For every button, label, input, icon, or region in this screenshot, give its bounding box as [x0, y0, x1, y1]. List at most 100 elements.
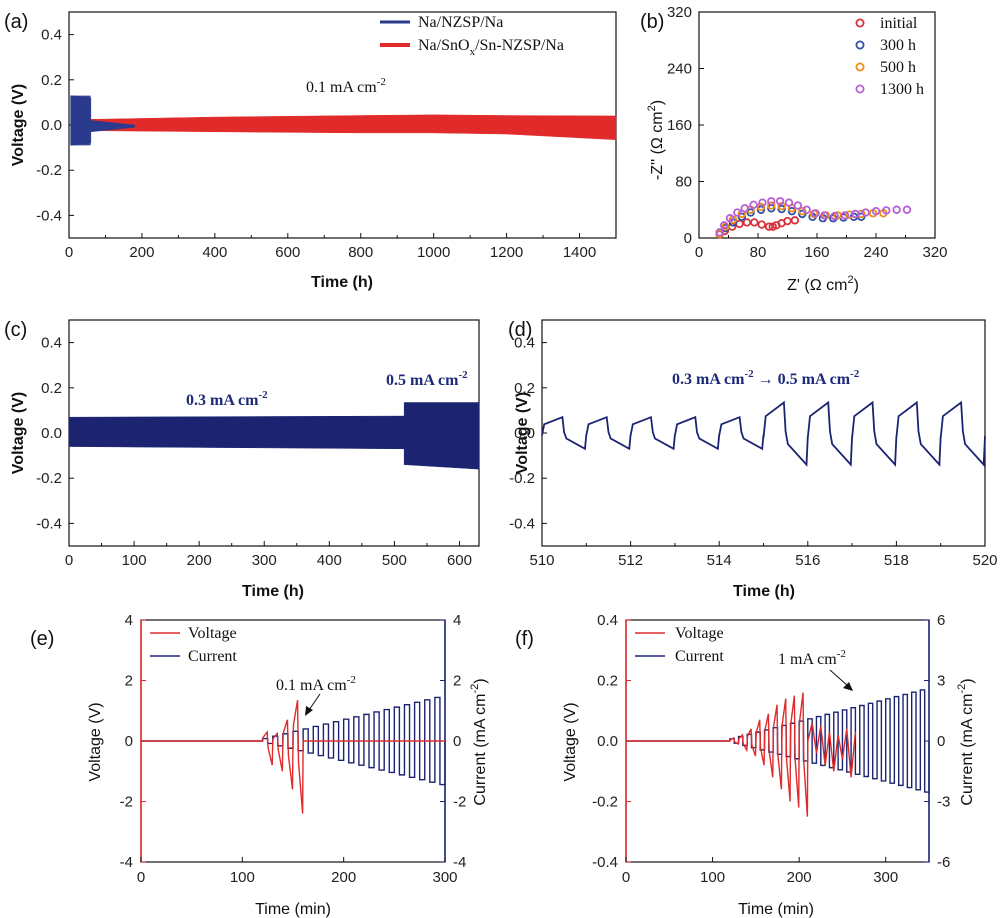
legend-label-na-snox: Na/SnOx/Sn-NZSP/Na: [418, 37, 564, 58]
x-tick-label: 100: [700, 869, 725, 886]
legend-label-f-current: Current: [675, 648, 724, 665]
panel-c-xlabel: Time (h): [242, 583, 304, 600]
x-tick-label: 200: [331, 869, 356, 886]
x-tick-label: 200: [129, 244, 154, 261]
series-1300-h-point: [811, 209, 820, 218]
panel-e-label: (e): [30, 628, 54, 650]
y-tick-label: -0.4: [509, 515, 535, 532]
x-tick-label: 0: [65, 552, 73, 569]
y2-tick-label: -2: [453, 794, 466, 811]
panel-f-plot-area: 0 100 200 300 -0.4 -0.2 0.0 0.2 0.4 -6 -3 0 3 6: [592, 612, 950, 886]
panel-c-label: (c): [4, 319, 27, 341]
panel-f-label: (f): [515, 628, 534, 650]
panel-d-plot-area: 510 512 514 516 518 520 -0.4 -0.2 0.0 0.2 0.4: [509, 319, 998, 569]
y-tick-label: 0.0: [514, 425, 535, 442]
panel-a-legend: Na/NZSP/Na Na/SnOx/Sn-NZSP/Na: [380, 14, 564, 58]
y-tick-label: 0.4: [514, 335, 535, 352]
x-tick-label: 320: [922, 244, 947, 261]
y2-tick-label: -3: [937, 794, 950, 811]
panel-b-plot-area: 0 80 160 240 320 0 80 160 240 320: [667, 4, 948, 261]
panel-e-arrowhead: [305, 706, 313, 716]
panel-c-annotation-2: 0.5 mA cm-2: [386, 369, 468, 389]
series-cycling-band-2: [403, 402, 480, 470]
series-1300-h-point: [871, 206, 881, 216]
series-1300-h-point: [902, 205, 912, 214]
y-tick-label: 0.2: [514, 380, 535, 397]
panel-f-annotation: 1 mA cm-2: [778, 648, 846, 668]
series-1300-h-point: [830, 211, 839, 221]
y-tick-label: 0.2: [597, 673, 618, 690]
panel-f: (f) 0 100 200 300 -0.4 -0.2 0.0 0.2 0.4 -6 -3 0 3 6 T…: [515, 612, 976, 918]
series-1300-h-point: [767, 197, 776, 206]
series-500-h-point: [767, 201, 776, 210]
x-tick-label: 100: [122, 552, 147, 569]
y-tick-label: -2: [120, 794, 133, 811]
series-1300-h-point: [775, 197, 785, 206]
panel-f-xlabel: Time (min): [738, 901, 814, 918]
series-1300-h-point: [851, 209, 860, 219]
legend-label-1300-h: 1300 h: [880, 81, 924, 98]
y-tick-label: -0.2: [592, 794, 618, 811]
x-tick-label: 514: [707, 552, 732, 569]
y2-tick-label: -6: [937, 854, 950, 871]
y-tick-label: -0.4: [36, 515, 62, 532]
panel-a: (a) 0 200 400 600 800 1000 1200 1400 -0.4 -0.2 0.0…: [4, 11, 617, 291]
x-tick-label: 0: [65, 244, 73, 261]
panel-b-xlabel: Z' (Ω cm2): [787, 274, 859, 294]
series-1300-h-point: [758, 198, 767, 207]
y-tick-label: 0.0: [597, 733, 618, 750]
panel-d-xlabel: Time (h): [733, 583, 795, 600]
x-tick-label: 0: [695, 244, 703, 261]
panel-a-ylabel: Voltage (V): [10, 84, 27, 166]
panel-e-xlabel: Time (min): [255, 901, 331, 918]
series-initial-point: [757, 220, 766, 229]
panel-c-ylabel: Voltage (V): [10, 392, 27, 474]
panel-b-label: (b): [640, 11, 664, 33]
y-tick-label: -0.4: [592, 854, 618, 871]
legend-label-300-h: 300 h: [880, 37, 916, 54]
series-300-h-point: [787, 206, 797, 216]
panel-e-ylabel: Voltage (V): [87, 702, 104, 781]
x-tick-label: 0: [622, 869, 630, 886]
x-tick-label: 80: [750, 244, 767, 261]
panel-f-ylabel: Voltage (V): [562, 702, 579, 781]
y2-tick-label: 2: [453, 673, 461, 690]
series-initial-point: [764, 222, 774, 231]
panel-d-ylabel: Voltage (V): [514, 392, 531, 474]
x-tick-label: 1400: [563, 244, 596, 261]
x-tick-label: 1200: [490, 244, 523, 261]
y-tick-label: 0.4: [41, 335, 62, 352]
x-tick-label: 600: [275, 244, 300, 261]
y-tick-label: 0: [125, 733, 133, 750]
x-tick-label: 520: [972, 552, 997, 569]
x-tick-label: 200: [787, 869, 812, 886]
x-tick-label: 500: [382, 552, 407, 569]
panel-b-legend: initial 300 h 500 h 1300 h: [855, 15, 924, 98]
y2-tick-label: 3: [937, 673, 945, 690]
series-1300-h-point: [719, 221, 729, 230]
series-500-h-point: [798, 206, 807, 216]
y-tick-label: 0.4: [41, 27, 62, 44]
y2-tick-label: 0: [453, 733, 461, 750]
y-tick-label: 2: [125, 673, 133, 690]
series-500-h-point: [777, 202, 786, 211]
series-300-h-point: [746, 208, 755, 217]
x-tick-label: 600: [447, 552, 472, 569]
y-tick-label: 320: [667, 4, 692, 21]
legend-marker-1300-h: [855, 84, 865, 94]
series-1300-h-point: [733, 208, 742, 217]
x-tick-label: 240: [863, 244, 888, 261]
series-1300-h-point: [840, 211, 850, 220]
y-tick-label: 4: [125, 612, 133, 629]
series-initial-point: [750, 218, 759, 227]
series-1300-h-point: [715, 228, 724, 237]
panel-b-ylabel: -Z'' (Ω cm2): [646, 100, 666, 180]
x-tick-label: 516: [795, 552, 820, 569]
legend-label-e-voltage: Voltage: [188, 625, 237, 642]
panel-f-arrowhead: [843, 682, 853, 691]
legend-marker-300-h: [855, 40, 865, 50]
